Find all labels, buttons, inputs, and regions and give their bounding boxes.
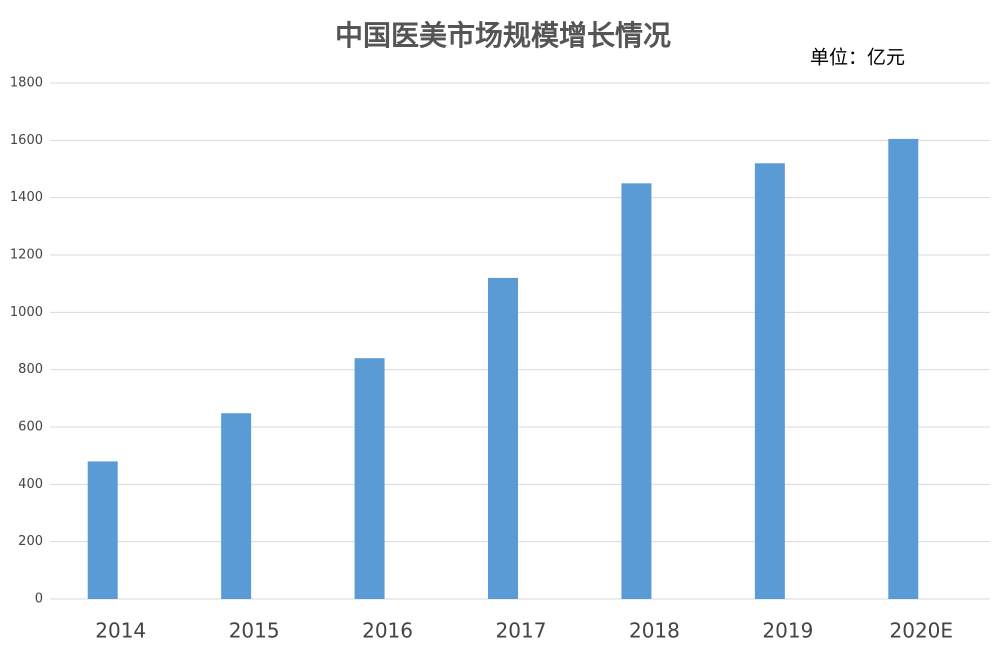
x-tick-label: 2014 [95, 619, 146, 643]
bar [221, 413, 252, 599]
x-tick-label: 2016 [362, 619, 413, 643]
y-tick-label: 200 [18, 534, 43, 549]
y-tick-label: 0 [35, 592, 43, 607]
bar [354, 358, 385, 599]
chart-title: 中国医美市场规模增长情况 [335, 19, 671, 52]
y-tick-label: 1800 [10, 76, 43, 91]
y-tick-label: 1400 [10, 190, 43, 205]
y-tick-label: 400 [18, 477, 43, 492]
x-tick-label: 2015 [229, 619, 280, 643]
y-tick-label: 1000 [10, 305, 43, 320]
bar [87, 461, 118, 599]
bar [754, 163, 785, 599]
x-tick-label: 2017 [496, 619, 547, 643]
bar [488, 277, 518, 599]
y-tick-label: 600 [18, 420, 43, 435]
y-tick-label: 800 [18, 362, 43, 377]
x-tick-label: 2018 [629, 619, 680, 643]
bar [621, 183, 652, 600]
bar [888, 138, 919, 599]
x-tick-label: 2019 [762, 619, 813, 643]
x-tick-label: 2020E [890, 619, 954, 643]
unit-label: 单位：亿元 [810, 47, 905, 69]
y-tick-label: 1600 [10, 133, 43, 148]
y-tick-label: 1200 [10, 248, 43, 263]
